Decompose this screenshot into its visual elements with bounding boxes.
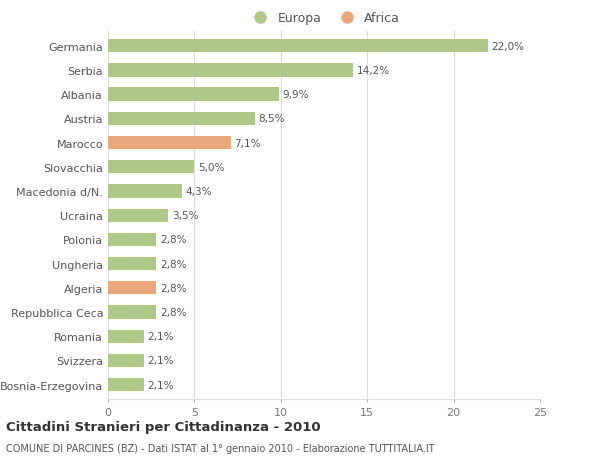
Text: 2,8%: 2,8% <box>160 259 187 269</box>
Text: 7,1%: 7,1% <box>234 138 260 148</box>
Bar <box>108 209 169 222</box>
Text: 2,8%: 2,8% <box>160 235 187 245</box>
Bar <box>108 137 230 150</box>
Bar <box>108 306 157 319</box>
Bar <box>108 185 182 198</box>
Bar <box>108 281 157 295</box>
Text: 2,1%: 2,1% <box>148 380 174 390</box>
Bar <box>108 40 488 53</box>
Bar <box>108 64 353 78</box>
Text: 5,0%: 5,0% <box>198 162 224 173</box>
Text: 2,1%: 2,1% <box>148 331 174 341</box>
Legend: Europa, Africa: Europa, Africa <box>243 7 405 30</box>
Text: 14,2%: 14,2% <box>357 66 390 76</box>
Text: 4,3%: 4,3% <box>186 186 212 196</box>
Text: Cittadini Stranieri per Cittadinanza - 2010: Cittadini Stranieri per Cittadinanza - 2… <box>6 420 320 433</box>
Bar <box>108 233 157 246</box>
Text: 2,1%: 2,1% <box>148 356 174 366</box>
Bar <box>108 257 157 271</box>
Bar <box>108 88 279 101</box>
Text: 2,8%: 2,8% <box>160 283 187 293</box>
Text: 8,5%: 8,5% <box>259 114 285 124</box>
Bar <box>108 378 144 392</box>
Text: 2,8%: 2,8% <box>160 308 187 317</box>
Bar <box>108 354 144 367</box>
Text: 3,5%: 3,5% <box>172 211 199 221</box>
Bar <box>108 161 194 174</box>
Text: 22,0%: 22,0% <box>491 42 524 51</box>
Text: COMUNE DI PARCINES (BZ) - Dati ISTAT al 1° gennaio 2010 - Elaborazione TUTTITALI: COMUNE DI PARCINES (BZ) - Dati ISTAT al … <box>6 443 434 453</box>
Bar <box>108 330 144 343</box>
Bar <box>108 112 255 126</box>
Text: 9,9%: 9,9% <box>283 90 309 100</box>
